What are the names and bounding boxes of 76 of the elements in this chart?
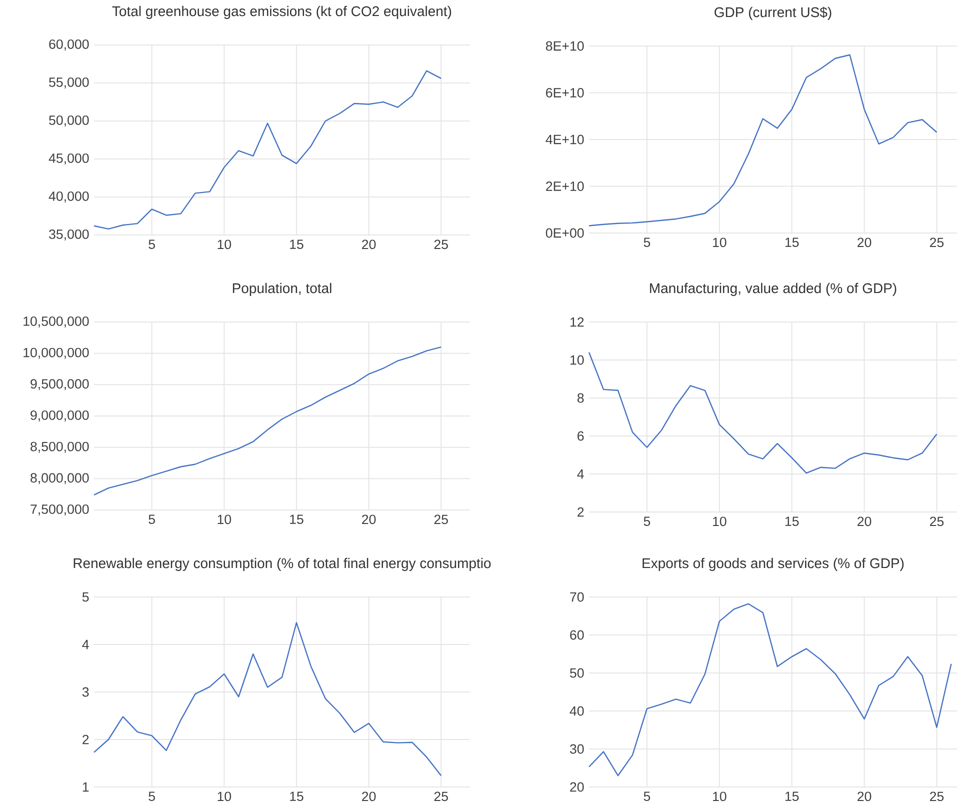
x-tick-label: 20 [858, 238, 872, 248]
y-tick-label: 9,000,000 [30, 410, 89, 422]
y-tick-label: 60 [570, 630, 584, 640]
x-tick-label: 20 [858, 516, 872, 526]
x-tick-label: 5 [644, 792, 650, 802]
y-tick-label: 35,000 [49, 229, 89, 241]
x-tick-label: 25 [930, 792, 944, 802]
x-tick-label: 10 [713, 238, 726, 248]
x-tick-label: 20 [362, 514, 376, 524]
y-tick-label: 50,000 [49, 115, 89, 127]
x-tick-label: 20 [362, 792, 376, 802]
y-tick-label: 12 [570, 317, 584, 327]
x-tick-label: 25 [930, 516, 944, 526]
x-tick-label: 25 [434, 514, 448, 524]
y-tick-label: 5 [82, 592, 89, 602]
y-tick-label: 2 [578, 507, 584, 517]
y-tick-label: 8 [577, 393, 584, 403]
x-tick-label: 25 [930, 238, 944, 248]
chart-title: GDP (current US$) [714, 6, 832, 20]
chart-title: Manufacturing, value added (% of GDP) [650, 282, 896, 296]
y-tick-label: 4 [82, 640, 89, 650]
y-tick-label: 45,000 [48, 153, 89, 165]
y-tick-label: 10,500,000 [24, 316, 89, 328]
x-tick-label: 5 [148, 792, 155, 802]
x-tick-label: 5 [148, 514, 155, 524]
x-tick-label: 15 [290, 792, 304, 802]
x-tick-label: 10 [713, 516, 726, 526]
chart-title: Population, total [232, 282, 332, 296]
x-tick-label: 15 [785, 238, 799, 247]
chart-title: Renewable energy consumption (% of total final energy consumptio [74, 558, 491, 571]
x-tick-label: 20 [362, 240, 376, 250]
y-tick-label: 50 [570, 668, 584, 678]
x-tick-label: 10 [218, 514, 232, 524]
y-tick-label: 9,500,000 [30, 379, 89, 390]
y-tick-label: 40 [570, 706, 584, 716]
chart-title: Exports of goods and services (% of GDP) [642, 558, 904, 571]
x-tick-label: 5 [644, 516, 650, 526]
line-series [93, 622, 442, 776]
y-tick-label: 4E+10 [546, 134, 584, 144]
y-tick-label: 8E+10 [546, 41, 584, 51]
line-series [93, 70, 442, 230]
y-tick-label: 8,500,000 [30, 442, 89, 453]
y-tick-label: 10 [570, 355, 584, 365]
x-tick-label: 15 [290, 514, 304, 524]
x-tick-label: 10 [713, 792, 726, 802]
x-tick-label: 25 [434, 240, 448, 250]
y-tick-label: 2E+10 [546, 182, 584, 191]
y-tick-label: 1 [82, 782, 89, 792]
x-tick-label: 15 [785, 516, 799, 526]
x-tick-label: 5 [644, 238, 650, 247]
y-tick-label: 2 [82, 734, 89, 744]
y-tick-label: 30 [570, 744, 584, 754]
y-tick-label: 55,000 [49, 77, 89, 89]
x-tick-label: 25 [434, 792, 448, 802]
x-tick-label: 20 [858, 792, 872, 802]
y-tick-label: 40,000 [48, 191, 89, 203]
x-tick-label: 5 [148, 240, 155, 249]
line-series [588, 54, 938, 226]
y-tick-label: 60,000 [49, 39, 89, 51]
y-tick-label: 10,000,000 [24, 348, 89, 359]
x-tick-label: 10 [218, 792, 232, 802]
y-tick-label: 8,000,000 [30, 473, 89, 484]
y-tick-label: 6 [578, 431, 584, 441]
y-tick-label: 70 [570, 592, 584, 602]
x-tick-label: 15 [785, 792, 799, 802]
y-tick-label: 6E+10 [546, 88, 584, 98]
y-tick-label: 3 [82, 687, 89, 697]
chart-title: Total greenhouse gas emissions (kt of CO2 equivalent) [112, 6, 452, 19]
y-tick-label: 7,500,000 [30, 504, 89, 516]
y-tick-label: 0E+00 [546, 228, 584, 238]
line-series [588, 352, 938, 474]
y-tick-label: 20 [570, 782, 584, 792]
line-series [588, 603, 952, 776]
x-tick-label: 15 [290, 240, 304, 249]
x-tick-label: 10 [218, 240, 232, 250]
y-tick-label: 4 [577, 469, 584, 479]
